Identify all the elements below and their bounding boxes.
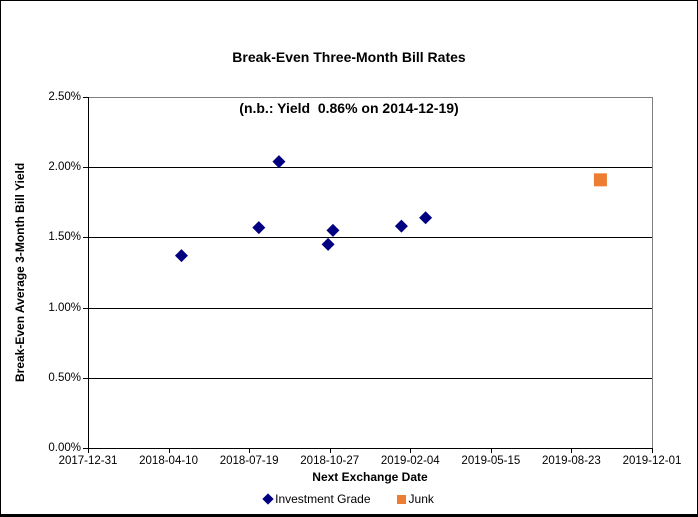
y-tick-label: 0.00% — [48, 442, 81, 454]
chart-title: Break-Even Three-Month Bill Rates (n.b.:… — [1, 15, 697, 151]
y-tick-label: 1.50% — [48, 231, 81, 244]
data-point-marker — [419, 211, 433, 225]
chart-title-line2: (n.b.: Yield 0.86% on 2014-12-19) — [239, 100, 459, 116]
legend-label-junk: Junk — [408, 492, 434, 506]
data-point-marker — [326, 223, 340, 237]
data-point-marker — [272, 155, 286, 169]
diamond-icon — [262, 493, 274, 505]
legend-item-investment-grade: Investment Grade — [262, 492, 371, 506]
x-tick-label: 2019-05-15 — [461, 455, 521, 467]
x-tick-label: 2018-10-27 — [300, 455, 360, 467]
x-tick-label: 2018-04-10 — [139, 455, 198, 467]
data-point-marker — [174, 249, 188, 263]
legend-item-junk: Junk — [396, 492, 434, 506]
square-icon — [396, 494, 406, 504]
x-axis-title: Next Exchange Date — [312, 470, 428, 484]
y-tick-label: 0.50% — [48, 371, 81, 384]
y-tick-label: 2.00% — [48, 161, 81, 174]
y-tick-label: 2.50% — [48, 91, 81, 103]
x-tick-label: 2017-12-31 — [58, 455, 118, 467]
x-tick-label: 2019-02-04 — [380, 455, 440, 467]
y-tick-label: 1.00% — [48, 301, 81, 314]
data-point-marker — [252, 221, 266, 235]
x-tick-label: 2019-08-23 — [542, 455, 601, 467]
data-point-marker — [394, 219, 408, 233]
x-tick-label: 2018-07-19 — [219, 455, 279, 467]
chart-title-line1: Break-Even Three-Month Bill Rates — [232, 49, 466, 65]
legend: Investment Grade Junk — [1, 492, 697, 506]
legend-label-investment-grade: Investment Grade — [275, 492, 371, 506]
data-point-marker — [321, 237, 335, 251]
data-point-marker — [593, 173, 607, 187]
x-tick-label: 2019-12-01 — [622, 455, 682, 467]
